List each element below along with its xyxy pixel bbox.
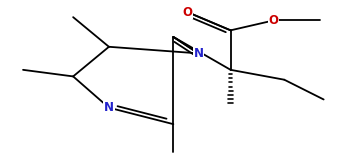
- Text: O: O: [269, 14, 279, 27]
- Text: O: O: [183, 6, 193, 19]
- Text: N: N: [104, 101, 114, 114]
- Text: N: N: [193, 47, 203, 60]
